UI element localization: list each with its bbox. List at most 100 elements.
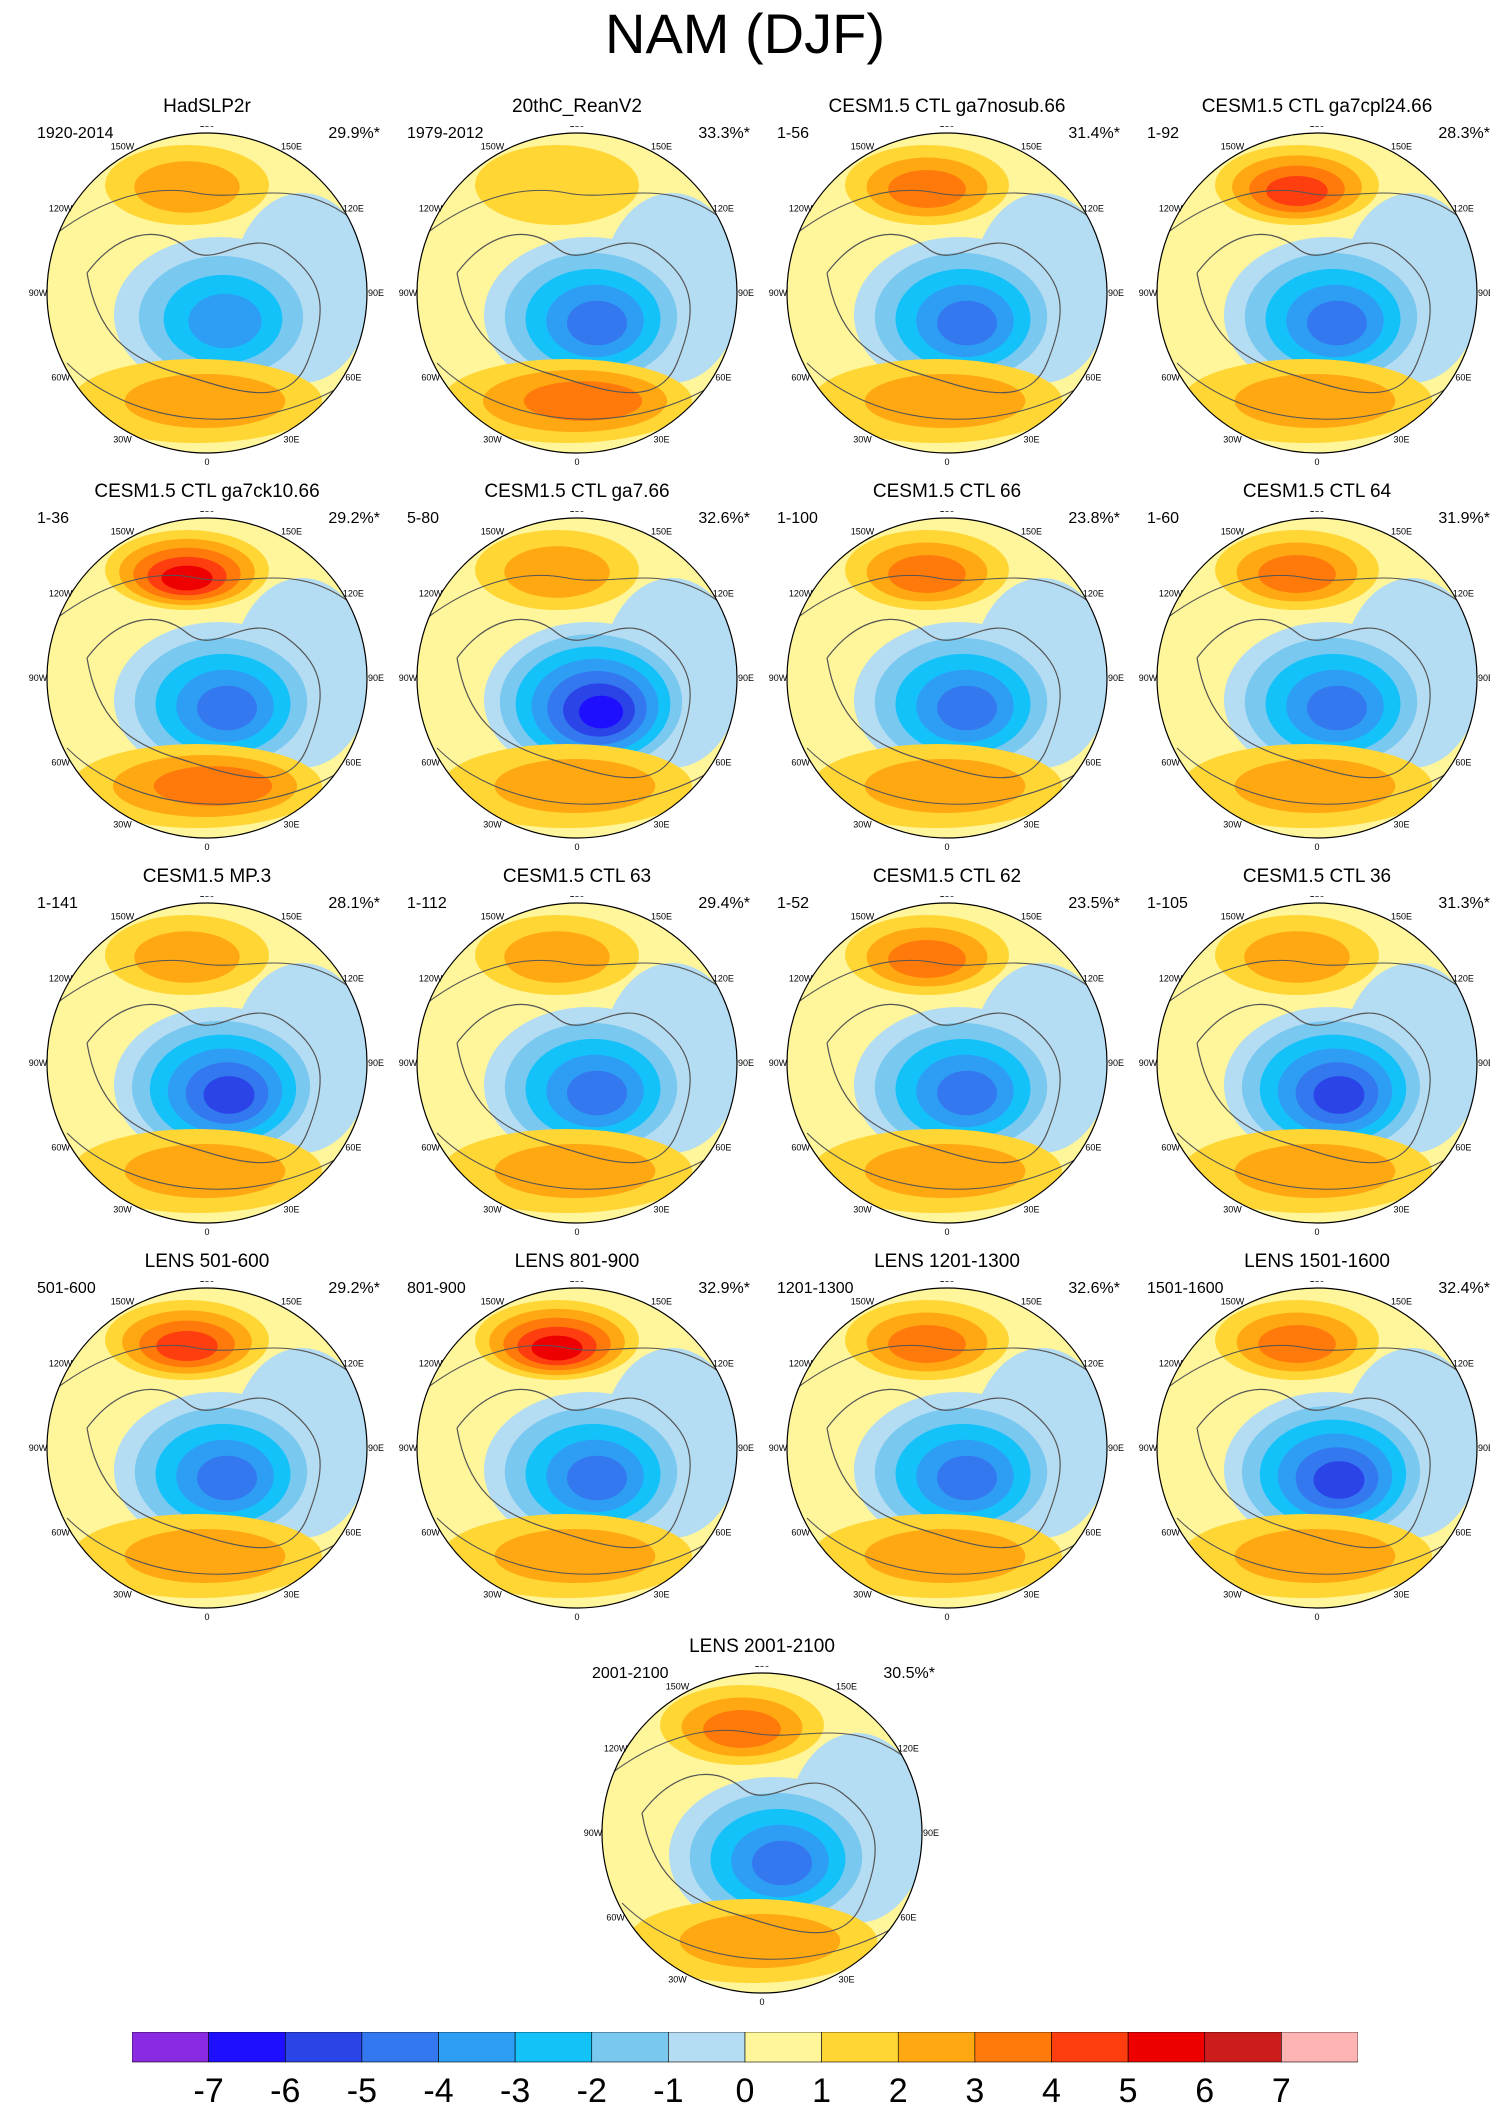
colorbar-tick-label: -2 [577, 2072, 607, 2108]
longitude-label: 120W [1159, 974, 1183, 984]
polar-map: 180 150E 120E 90E 60E 30E 0 30W 60W 90W 120W 150W [1139, 511, 1490, 852]
longitude-label: 60E [1085, 758, 1101, 768]
panel-variance: 31.9%* [1438, 510, 1490, 527]
longitude-label: 30E [1023, 434, 1039, 444]
arctic-low-contour [1313, 1076, 1365, 1114]
colorbar-swatch [132, 2032, 209, 2063]
longitude-label: 60W [421, 1528, 440, 1538]
longitude-label: 90W [1139, 673, 1158, 683]
coastline [1196, 1388, 1431, 1549]
panel-period: 1-36 [37, 510, 70, 527]
map-boundary [601, 1672, 923, 1994]
longitude-label: 30E [653, 819, 669, 829]
longitude-label: 60E [1085, 373, 1101, 383]
colorbar-swatch [897, 2032, 976, 2063]
coastline [826, 233, 1061, 394]
longitude-label: 150W [851, 912, 875, 922]
longitude-label: 120W [789, 589, 813, 599]
panel-title: HadSLP2r [163, 96, 251, 117]
map-boundary [416, 517, 738, 839]
longitude-label: 90W [399, 673, 418, 683]
panel-period: 2001-2100 [592, 1665, 669, 1682]
arctic-low-contour [197, 1455, 257, 1501]
longitude-label: 60W [1161, 1528, 1180, 1538]
map-boundary [1156, 902, 1478, 1224]
coastline [456, 233, 691, 394]
arctic-low-contour [567, 1070, 627, 1116]
panel-variance: 31.3%* [1438, 895, 1490, 912]
longitude-label: 90W [399, 288, 418, 298]
panel-variance: 23.8%* [1068, 510, 1120, 527]
panel-title: CESM1.5 CTL 63 [502, 866, 652, 887]
longitude-label: 150E [651, 527, 672, 537]
panel-title: 20thC_ReanV2 [512, 96, 642, 117]
longitude-label: 150W [481, 1297, 505, 1307]
map-boundary [786, 132, 1108, 454]
longitude-label: 30E [838, 1974, 854, 1984]
figure-title: NAM (DJF) [605, 2, 885, 65]
longitude-label: 150W [111, 912, 135, 922]
longitude-label: 180 [569, 1281, 584, 1284]
coastline [56, 189, 358, 234]
coastline [1196, 618, 1431, 779]
longitude-label: 120E [1083, 204, 1104, 214]
longitude-label: 120E [713, 1359, 734, 1369]
longitude-label: 120W [419, 589, 443, 599]
atlantic-high-contour [1234, 1529, 1396, 1583]
arctic-low-contour [188, 293, 262, 349]
longitude-label: 0 [574, 1612, 579, 1622]
panel-period: 1-112 [407, 895, 447, 912]
panel-period: 1-105 [1147, 895, 1188, 912]
longitude-label: 30W [668, 1974, 687, 1984]
pacific-high-contour [161, 565, 213, 591]
panel-title: LENS 1201-1300 [874, 1251, 1020, 1272]
longitude-label: 30E [1023, 1589, 1039, 1599]
longitude-label: 150E [281, 1297, 302, 1307]
longitude-label: 180 [569, 896, 584, 899]
map-boundary [416, 132, 738, 454]
longitude-label: 30W [113, 819, 132, 829]
pacific-high-contour [1258, 1325, 1336, 1363]
longitude-label: 60E [345, 1528, 361, 1538]
map-boundary [46, 902, 368, 1224]
longitude-label: 150W [481, 142, 505, 152]
longitude-label: 30W [853, 1204, 872, 1214]
coastline [66, 1132, 348, 1190]
panel-period: 1501-1600 [1147, 1280, 1224, 1297]
longitude-label: 60E [345, 373, 361, 383]
longitude-label: 90E [1478, 1443, 1490, 1453]
map-boundary [1156, 132, 1478, 454]
coastline [806, 1132, 1088, 1190]
longitude-label: 120E [1083, 589, 1104, 599]
longitude-label: 150E [1391, 1297, 1412, 1307]
colorbar-swatch [514, 2032, 593, 2063]
map-panel: LENS 801-900 801-900 32.9%* 180 150E 120E 90E 6… [392, 1251, 762, 1636]
longitude-label: 30W [1223, 819, 1242, 829]
longitude-label: 120E [713, 589, 734, 599]
longitude-label: 90E [368, 288, 384, 298]
longitude-label: 30E [653, 1589, 669, 1599]
panel-variance: 33.3%* [698, 125, 750, 142]
longitude-label: 150W [851, 142, 875, 152]
longitude-label: 90W [1139, 1443, 1158, 1453]
colorbar-tick-label: 6 [1195, 2072, 1214, 2108]
atlantic-high-contour [124, 374, 286, 428]
arctic-low-contour [937, 685, 997, 731]
longitude-label: 150E [281, 912, 302, 922]
coastline [1176, 362, 1458, 420]
panel-variance: 30.5%* [883, 1665, 935, 1682]
panel-title: LENS 801-900 [514, 1251, 640, 1272]
longitude-label: 120E [343, 589, 364, 599]
longitude-label: 0 [574, 842, 579, 852]
longitude-label: 0 [1314, 842, 1319, 852]
longitude-label: 60E [715, 758, 731, 768]
longitude-label: 90W [399, 1443, 418, 1453]
map-panel: LENS 1201-1300 1201-1300 32.6%* 180 150E 120E… [762, 1251, 1132, 1636]
coastline [796, 574, 1098, 619]
atlantic-high-contour [494, 759, 656, 813]
panel-title: LENS 501-600 [144, 1251, 270, 1272]
atlantic-high-contour [494, 1144, 656, 1198]
longitude-label: 120E [713, 974, 734, 984]
coastline [456, 618, 691, 779]
panel-variance: 31.4%* [1068, 125, 1120, 142]
